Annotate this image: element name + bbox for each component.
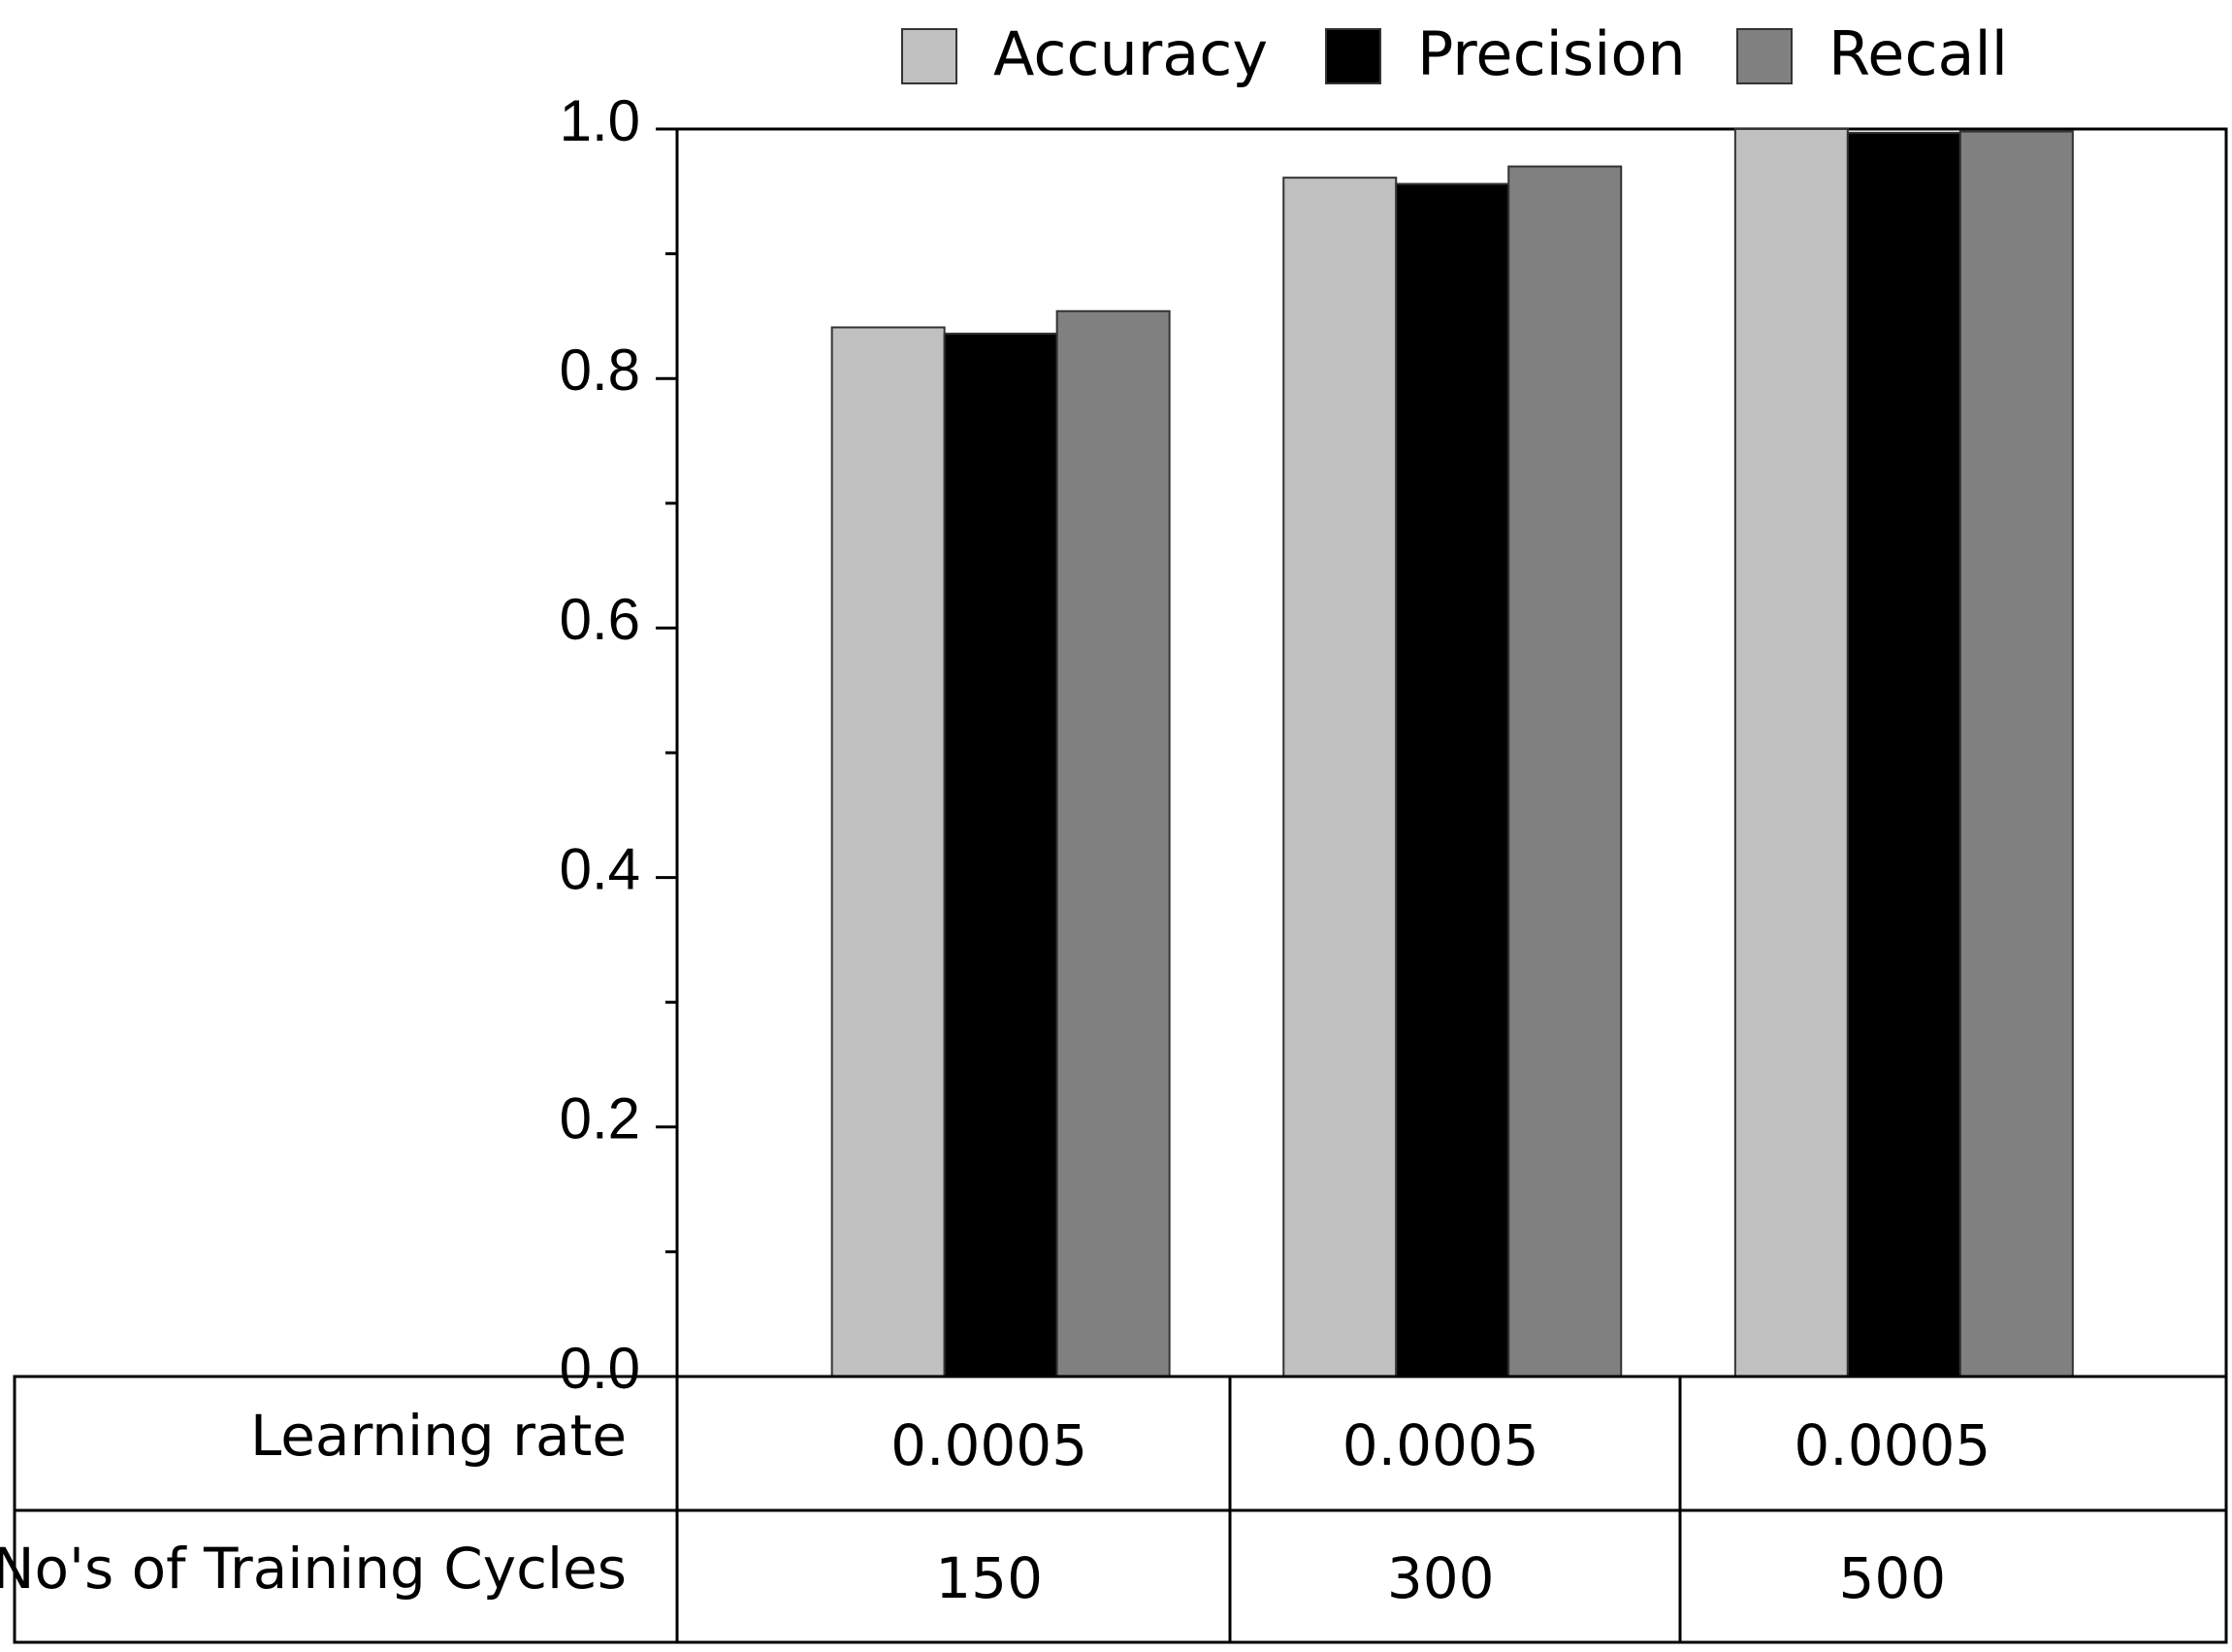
bar <box>830 326 946 1377</box>
bar <box>1055 309 1171 1378</box>
bar <box>1395 182 1510 1378</box>
legend-label: Accuracy <box>993 18 1268 89</box>
legend-swatch <box>1325 28 1381 84</box>
bar <box>1282 177 1398 1377</box>
y-tick-label: 0.6 <box>560 587 640 652</box>
table-cell: 0.0005 <box>890 1412 1087 1478</box>
bar <box>943 332 1058 1377</box>
bar <box>1507 165 1623 1378</box>
legend-swatch <box>901 28 957 84</box>
bar <box>1733 128 1849 1377</box>
legend-label: Recall <box>1828 18 2008 89</box>
bar <box>1846 131 1961 1377</box>
table-cell: 300 <box>1387 1545 1495 1611</box>
table-row-label: Learning rate <box>250 1403 627 1469</box>
table-cell: 500 <box>1838 1545 1946 1611</box>
y-tick-label: 0.4 <box>560 836 640 901</box>
legend-swatch <box>1736 28 1793 84</box>
table-row-label: No's of Training Cycles <box>0 1536 627 1602</box>
table-cell: 150 <box>935 1545 1043 1611</box>
table-cell: 0.0005 <box>1794 1412 1990 1478</box>
y-tick-label: 1.0 <box>560 88 640 153</box>
table-cell: 0.0005 <box>1342 1412 1539 1478</box>
y-tick-label: 0.0 <box>560 1336 640 1401</box>
legend-label: Precision <box>1417 18 1686 89</box>
y-tick-label: 0.8 <box>560 338 640 403</box>
bar <box>1958 130 2074 1377</box>
y-tick-label: 0.2 <box>560 1086 640 1151</box>
